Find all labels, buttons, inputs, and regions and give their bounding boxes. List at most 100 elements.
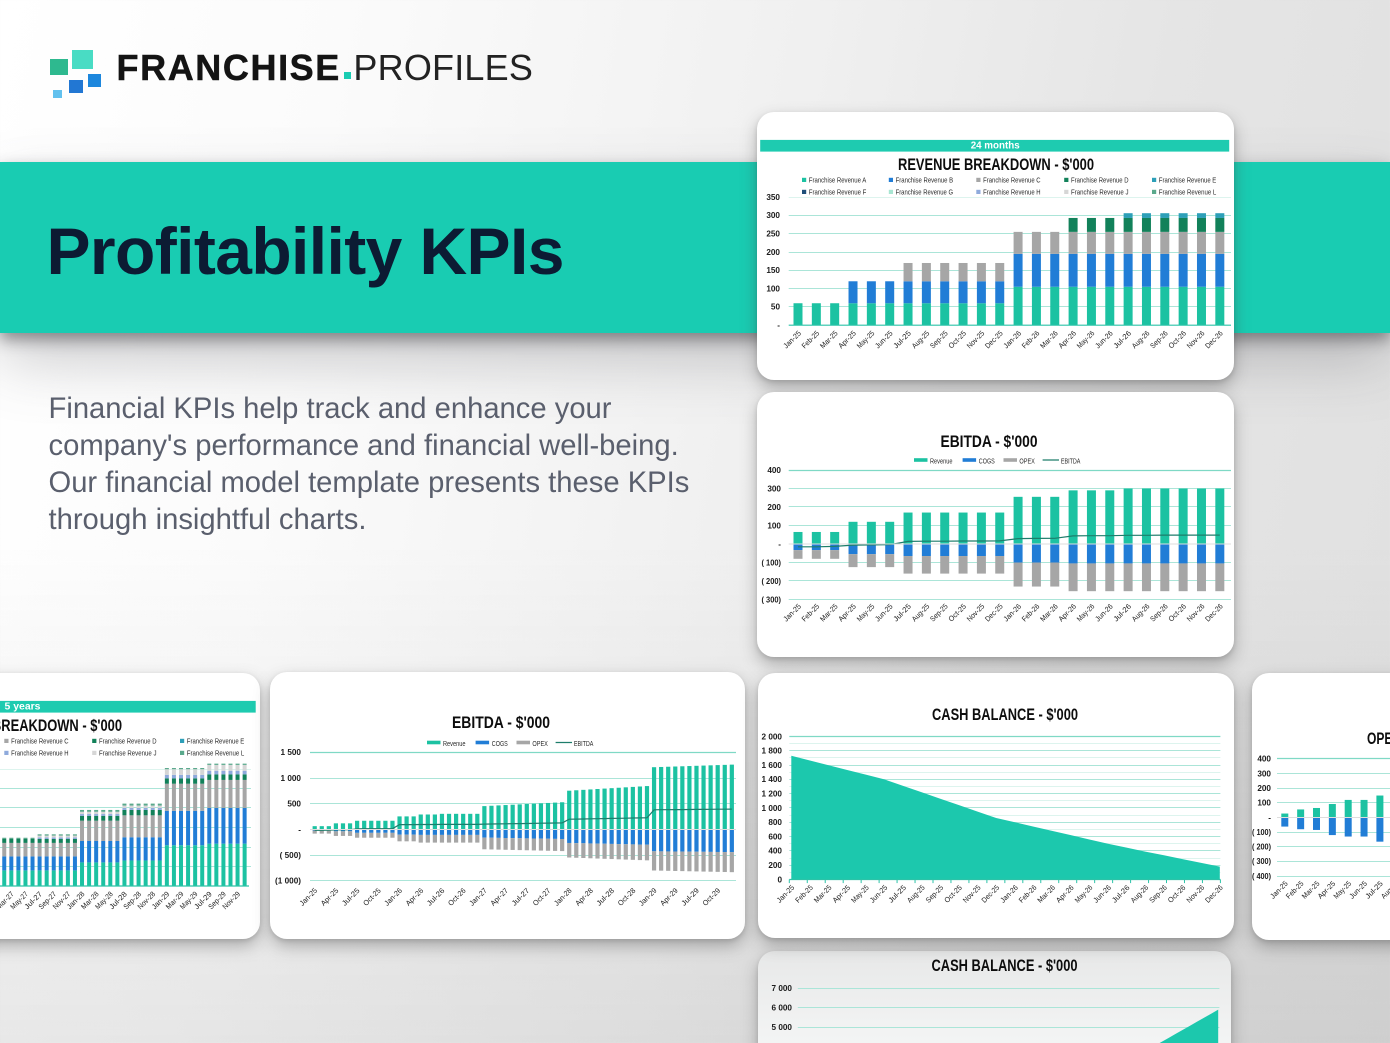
- svg-text:Jan-27: Jan-27: [467, 886, 489, 908]
- svg-text:Aug-25: Aug-25: [905, 883, 927, 905]
- svg-text:Apr-25: Apr-25: [836, 329, 858, 351]
- svg-text:300: 300: [767, 484, 781, 493]
- svg-text:5 years: 5 years: [5, 702, 41, 713]
- svg-text:Jul-28: Jul-28: [594, 886, 616, 908]
- svg-text:2 000: 2 000: [762, 732, 783, 741]
- svg-text:350: 350: [766, 193, 780, 202]
- svg-text:Oct-26: Oct-26: [1166, 883, 1188, 905]
- svg-text:Mar-25: Mar-25: [818, 329, 840, 351]
- svg-text:Jun-25: Jun-25: [873, 602, 895, 624]
- svg-text:Feb-25: Feb-25: [800, 329, 822, 351]
- svg-text:Sep-26: Sep-26: [1147, 883, 1169, 905]
- svg-text:50: 50: [771, 303, 781, 312]
- svg-text:Jul-29: Jul-29: [679, 886, 701, 908]
- svg-text:Aug-26: Aug-26: [1130, 602, 1152, 624]
- svg-text:CASH BALANCE - $'000: CASH BALANCE - $'000: [932, 706, 1078, 724]
- svg-text:( 200): ( 200): [762, 577, 782, 586]
- svg-text:400: 400: [767, 466, 781, 475]
- svg-text:( 300): ( 300): [1252, 857, 1271, 866]
- svg-text:Oct-26: Oct-26: [446, 886, 468, 908]
- svg-text:-: -: [298, 825, 301, 834]
- svg-text:Jan-25: Jan-25: [298, 886, 320, 908]
- svg-text:Jun-25: Jun-25: [873, 329, 895, 351]
- svg-text:Jan-26: Jan-26: [998, 883, 1020, 905]
- svg-text:1 500: 1 500: [281, 748, 302, 757]
- svg-text:Dec-26: Dec-26: [1203, 329, 1225, 351]
- svg-text:Oct-25: Oct-25: [946, 602, 968, 624]
- svg-text:Aug-26: Aug-26: [1130, 329, 1152, 351]
- svg-text:( 400): ( 400): [1252, 872, 1271, 881]
- svg-text:1 800: 1 800: [762, 747, 783, 756]
- svg-text:150: 150: [766, 266, 780, 275]
- svg-text:Franchise Revenue D: Franchise Revenue D: [99, 736, 157, 745]
- svg-text:Franchise Revenue D: Franchise Revenue D: [1071, 175, 1129, 184]
- svg-text:Jan-29: Jan-29: [637, 886, 659, 908]
- svg-text:( 300): ( 300): [762, 595, 782, 604]
- svg-text:May-25: May-25: [849, 883, 871, 905]
- svg-text:Dec-25: Dec-25: [983, 329, 1005, 351]
- svg-text:Sep-25: Sep-25: [928, 329, 950, 351]
- svg-text:Aug-25: Aug-25: [910, 602, 932, 624]
- svg-text:May-25: May-25: [855, 329, 877, 351]
- svg-text:May-26: May-26: [1075, 329, 1097, 351]
- svg-text:( 200): ( 200): [1252, 843, 1271, 852]
- svg-text:(1 000): (1 000): [275, 877, 301, 886]
- svg-text:Dec-26: Dec-26: [1203, 883, 1225, 905]
- svg-text:Nov-26: Nov-26: [1185, 883, 1207, 905]
- svg-text:Sep-25: Sep-25: [924, 883, 946, 905]
- svg-text:Franchise Revenue E: Franchise Revenue E: [1159, 175, 1217, 184]
- svg-text:EBITDA - $'000: EBITDA - $'000: [941, 433, 1038, 451]
- svg-text:Franchise Revenue E: Franchise Revenue E: [187, 736, 245, 745]
- svg-text:Franchise Revenue A: Franchise Revenue A: [809, 175, 867, 184]
- svg-text:Oct-28: Oct-28: [616, 886, 638, 908]
- svg-text:Franchise Revenue F: Franchise Revenue F: [809, 187, 867, 196]
- svg-text:-: -: [1268, 813, 1271, 822]
- svg-text:5 000: 5 000: [772, 1023, 793, 1032]
- svg-text:Franchise Revenue H: Franchise Revenue H: [11, 748, 69, 757]
- svg-text:-: -: [778, 540, 781, 549]
- svg-text:24 months: 24 months: [971, 141, 1020, 152]
- svg-text:EBITDA: EBITDA: [574, 739, 594, 748]
- svg-text:Mar-26: Mar-26: [1038, 602, 1060, 624]
- svg-text:Franchise Revenue L: Franchise Revenue L: [1159, 187, 1217, 196]
- svg-text:Jan-26: Jan-26: [1001, 329, 1023, 351]
- svg-text:OPEX: OPEX: [532, 739, 548, 748]
- svg-text:Oct-25: Oct-25: [942, 883, 964, 905]
- svg-text:Feb-26: Feb-26: [1020, 329, 1042, 351]
- svg-text:Jan-25: Jan-25: [775, 883, 797, 905]
- svg-text:Jan-26: Jan-26: [1001, 602, 1023, 624]
- svg-text:Apr-25: Apr-25: [319, 886, 341, 908]
- svg-text:Jul-25: Jul-25: [891, 329, 913, 351]
- svg-text:Oct-29: Oct-29: [701, 886, 723, 908]
- svg-text:Jul-27: Jul-27: [510, 886, 532, 908]
- svg-text:Dec-25: Dec-25: [980, 883, 1002, 905]
- svg-text:Nov-25: Nov-25: [961, 883, 983, 905]
- svg-text:Franchise Revenue L: Franchise Revenue L: [187, 748, 245, 757]
- svg-text:Apr-26: Apr-26: [404, 886, 426, 908]
- svg-text:Jun-26: Jun-26: [1091, 883, 1113, 905]
- svg-text:Apr-25: Apr-25: [836, 602, 858, 624]
- svg-text:REVENUE BREAKDOWN - $'000: REVENUE BREAKDOWN - $'000: [0, 717, 122, 735]
- svg-text:Franchise Revenue H: Franchise Revenue H: [983, 187, 1041, 196]
- svg-text:Franchise Revenue J: Franchise Revenue J: [99, 748, 157, 757]
- svg-text:Apr-26: Apr-26: [1056, 329, 1078, 351]
- svg-text:Aug-26: Aug-26: [1129, 883, 1151, 905]
- svg-text:Franchise Revenue C: Franchise Revenue C: [983, 175, 1041, 184]
- svg-text:Dec-26: Dec-26: [1203, 602, 1225, 624]
- svg-text:Oct-27: Oct-27: [531, 886, 553, 908]
- svg-text:OPERATING CASH FLOW ANALYSIS -: OPERATING CASH FLOW ANALYSIS - $'000: [1367, 730, 1390, 748]
- svg-text:1 600: 1 600: [762, 761, 783, 770]
- svg-text:400: 400: [768, 847, 782, 856]
- svg-text:( 500): ( 500): [280, 851, 302, 860]
- svg-text:1 400: 1 400: [762, 775, 783, 784]
- svg-text:100: 100: [766, 284, 780, 293]
- svg-text:EBITDA: EBITDA: [1061, 457, 1081, 466]
- svg-text:Mar-25: Mar-25: [818, 602, 840, 624]
- svg-text:Mar-26: Mar-26: [1038, 329, 1060, 351]
- svg-text:EBITDA - $'000: EBITDA - $'000: [452, 714, 550, 732]
- svg-text:Nov-26: Nov-26: [1185, 602, 1207, 624]
- svg-text:Oct-26: Oct-26: [1166, 329, 1188, 351]
- svg-text:0: 0: [777, 875, 782, 884]
- svg-text:Jan-28: Jan-28: [552, 886, 574, 908]
- svg-text:1 000: 1 000: [281, 774, 302, 783]
